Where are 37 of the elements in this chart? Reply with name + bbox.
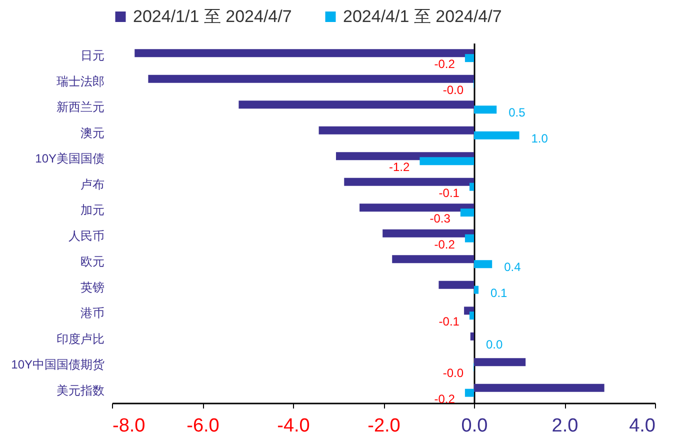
x-tick-label: -2.0 [368, 416, 400, 436]
x-tick-label: 4.0 [629, 416, 656, 436]
x-tick-label: -8.0 [112, 416, 146, 436]
y-tick-label: 澳元 [80, 126, 104, 140]
data-label: 0.5 [508, 106, 526, 120]
y-tick-label: 美元指数 [56, 383, 104, 398]
y-tick-label: 10Y美国国债 [35, 152, 104, 166]
y-tick-label: 新西兰元 [56, 100, 104, 114]
data-label: -0.3 [430, 212, 451, 226]
y-tick-label: 日元 [80, 48, 104, 63]
x-tick-label: 0.0 [461, 416, 488, 436]
data-label: 0.0 [486, 337, 504, 352]
x-tick-label: 2.0 [552, 416, 578, 436]
y-tick-label: 加元 [80, 203, 104, 218]
data-label: 0.4 [504, 260, 522, 274]
legend-label: 2024/4/1 至 2024/4/7 [343, 6, 502, 26]
x-tick-label: -4.0 [277, 416, 310, 436]
data-label: -0.2 [434, 57, 456, 72]
data-label: -0.0 [442, 366, 464, 380]
legend-label: 2024/1/1 至 2024/4/7 [133, 6, 292, 26]
y-tick-label: 10Y中国国债期货 [11, 358, 104, 372]
y-tick-label: 欧元 [80, 254, 104, 269]
x-tick-label: -6.0 [186, 416, 220, 436]
data-label: -0.2 [434, 392, 456, 406]
y-tick-label: 英镑 [80, 280, 104, 294]
y-tick-label: 港币 [80, 306, 104, 320]
data-label: 0.1 [490, 286, 508, 300]
y-tick-label: 印度卢比 [56, 332, 104, 346]
data-label: 1.0 [531, 131, 548, 146]
data-label: -0.1 [438, 314, 460, 329]
y-tick-label: 瑞士法郎 [56, 74, 104, 88]
data-label: -0.2 [434, 237, 456, 252]
y-tick-label: 人民币 [68, 228, 104, 243]
data-label: -0.0 [442, 82, 464, 97]
data-label: -1.2 [389, 160, 410, 174]
y-tick-label: 卢布 [80, 177, 104, 192]
data-label: -0.1 [438, 186, 460, 200]
